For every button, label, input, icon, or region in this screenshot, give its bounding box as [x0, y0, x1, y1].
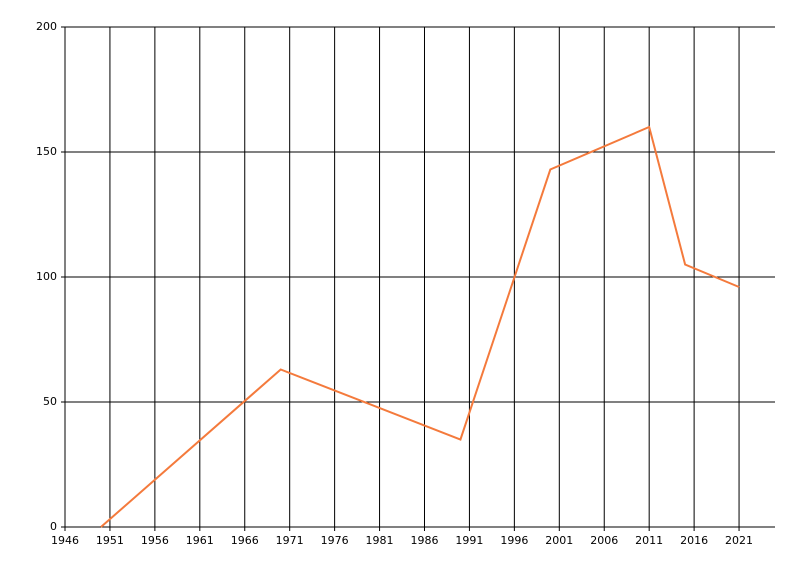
x-tick-label: 2021 — [725, 534, 753, 547]
y-tick-label: 200 — [36, 20, 57, 33]
line — [100, 125, 740, 528]
y-tick-label: 150 — [36, 145, 57, 158]
x-tick-label: 2001 — [545, 534, 573, 547]
y-tick-label: 100 — [36, 270, 57, 283]
x-tick-label: 1986 — [410, 534, 438, 547]
x-tick-label: 1971 — [276, 534, 304, 547]
x-tick-label: 2016 — [680, 534, 708, 547]
y-tick-label: 50 — [43, 395, 57, 408]
x-tick-label: 1996 — [500, 534, 528, 547]
x-tick-label: 1956 — [141, 534, 169, 547]
x-tick-label: 1966 — [231, 534, 259, 547]
x-tick-label: 1991 — [455, 534, 483, 547]
x-tick-label: 1976 — [321, 534, 349, 547]
x-tick-label: 1946 — [51, 534, 79, 547]
x-tick-label: 2006 — [590, 534, 618, 547]
x-tick-label: 1961 — [186, 534, 214, 547]
x-tick-label: 2011 — [635, 534, 663, 547]
x-tick-label: 1981 — [366, 534, 394, 547]
x-tick-label: 1951 — [96, 534, 124, 547]
y-tick-label: 0 — [50, 520, 57, 533]
